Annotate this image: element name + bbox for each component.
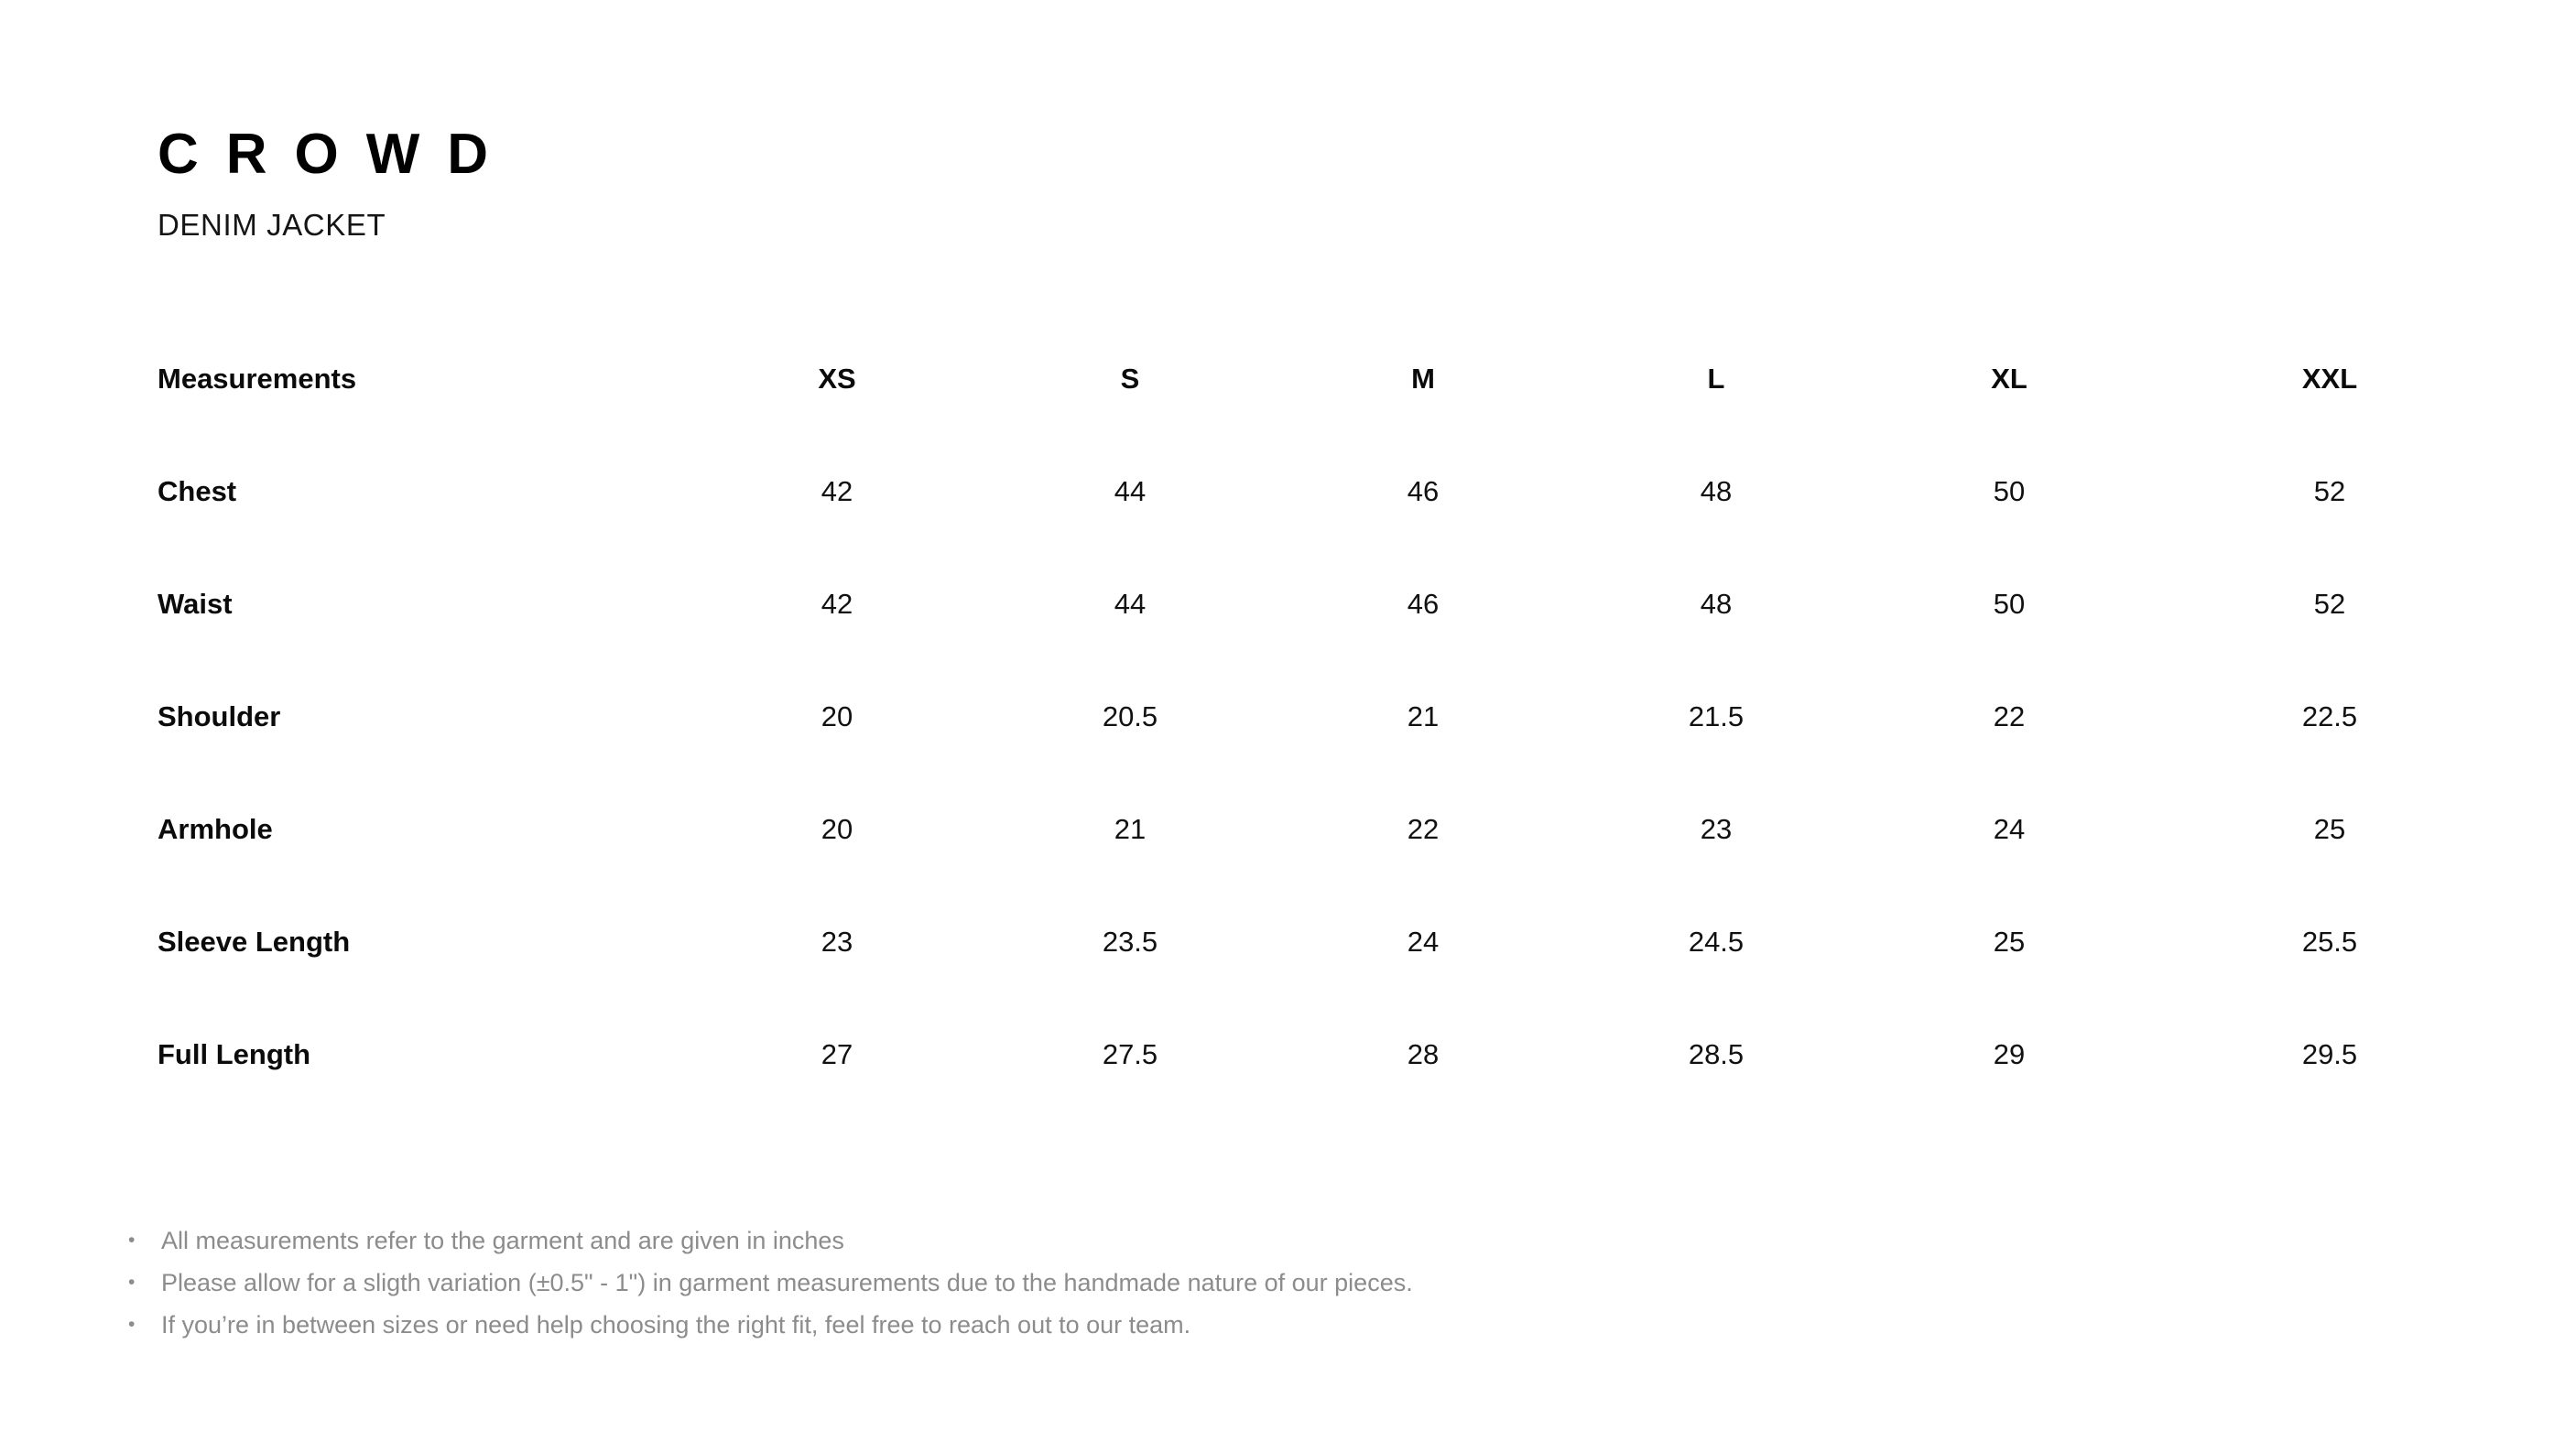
row-label: Sleeve Length (158, 925, 351, 958)
size-value: 52 (2313, 474, 2346, 507)
product-name: DENIM JACKET (158, 208, 386, 242)
size-value: 44 (1114, 474, 1147, 507)
size-value: 25.5 (2301, 925, 2358, 958)
size-value: 25 (1993, 925, 2026, 958)
size-value: 28.5 (1688, 1037, 1745, 1070)
note-item: • Please allow for a sligth variation (±… (128, 1262, 1413, 1304)
size-value: 24 (1993, 812, 2026, 845)
bullet-icon: • (128, 1314, 136, 1335)
table-row-chest: Chest 42 44 46 48 50 52 (158, 472, 2504, 512)
size-value: 23 (1700, 812, 1733, 845)
size-column-header-m: M (1411, 362, 1435, 395)
note-item: • If you’re in between sizes or need hel… (128, 1304, 1413, 1346)
size-column-header-l: L (1707, 362, 1725, 395)
brand-logo: CROWD (158, 123, 516, 186)
measurements-column-header: Measurements (158, 362, 357, 395)
size-value: 48 (1700, 474, 1733, 507)
note-text: All measurements refer to the garment an… (161, 1226, 844, 1254)
size-table-header-row: Measurements XS S M L XL XXL (158, 359, 2504, 399)
note-item: • All measurements refer to the garment … (128, 1220, 1413, 1262)
size-value: 50 (1993, 474, 2026, 507)
size-value: 46 (1407, 474, 1440, 507)
size-value: 23.5 (1102, 925, 1158, 958)
note-text: If you’re in between sizes or need help … (161, 1310, 1191, 1339)
size-value: 42 (821, 474, 853, 507)
size-value: 48 (1700, 587, 1733, 620)
size-value: 24 (1407, 925, 1440, 958)
size-value: 21 (1407, 699, 1440, 732)
bullet-icon: • (128, 1230, 136, 1251)
size-value: 42 (821, 587, 853, 620)
size-value: 20.5 (1102, 699, 1158, 732)
size-value: 50 (1993, 587, 2026, 620)
size-value: 23 (821, 925, 853, 958)
size-value: 22 (1407, 812, 1440, 845)
row-label: Armhole (158, 812, 273, 845)
size-value: 20 (821, 812, 853, 845)
table-row-full-length: Full Length 27 27.5 28 28.5 29 29.5 (158, 1035, 2504, 1075)
table-row-waist: Waist 42 44 46 48 50 52 (158, 584, 2504, 624)
row-label: Chest (158, 474, 237, 507)
size-value: 27.5 (1102, 1037, 1158, 1070)
row-label: Waist (158, 587, 233, 620)
size-value: 25 (2313, 812, 2346, 845)
bullet-icon: • (128, 1272, 136, 1293)
notes-list: • All measurements refer to the garment … (128, 1220, 1413, 1346)
row-label: Full Length (158, 1037, 311, 1070)
size-value: 21 (1114, 812, 1147, 845)
size-value: 21.5 (1688, 699, 1745, 732)
size-value: 27 (821, 1037, 853, 1070)
size-value: 24.5 (1688, 925, 1745, 958)
size-value: 46 (1407, 587, 1440, 620)
note-text: Please allow for a sligth variation (±0.… (161, 1268, 1413, 1296)
size-value: 29 (1993, 1037, 2026, 1070)
table-row-shoulder: Shoulder 20 20.5 21 21.5 22 22.5 (158, 697, 2504, 737)
size-value: 52 (2313, 587, 2346, 620)
size-value: 22 (1993, 699, 2026, 732)
size-column-header-xs: XS (818, 362, 856, 395)
size-column-header-xl: XL (1991, 362, 2027, 395)
size-column-header-xxl: XXL (2301, 362, 2358, 395)
size-value: 28 (1407, 1037, 1440, 1070)
size-value: 20 (821, 699, 853, 732)
row-label: Shoulder (158, 699, 281, 732)
size-value: 22.5 (2301, 699, 2358, 732)
size-value: 44 (1114, 587, 1147, 620)
size-column-header-s: S (1120, 362, 1140, 395)
table-row-armhole: Armhole 20 21 22 23 24 25 (158, 809, 2504, 850)
size-value: 29.5 (2301, 1037, 2358, 1070)
table-row-sleeve-length: Sleeve Length 23 23.5 24 24.5 25 25.5 (158, 922, 2504, 962)
